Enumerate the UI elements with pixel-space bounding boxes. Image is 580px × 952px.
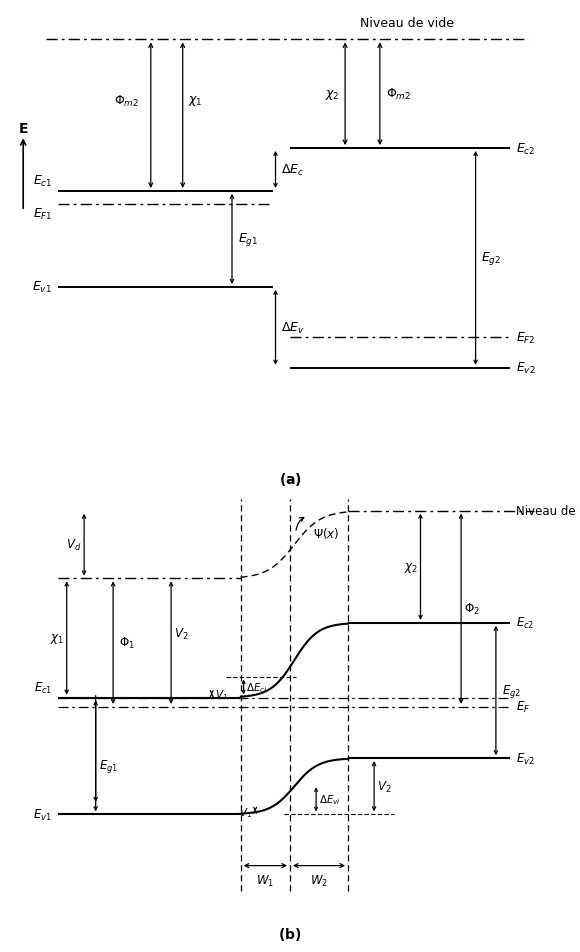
- Text: Niveau de vide: Niveau de vide: [360, 17, 454, 30]
- Text: $E_{v2}$: $E_{v2}$: [516, 361, 536, 376]
- Text: $\Delta E_v$: $\Delta E_v$: [281, 321, 305, 335]
- Text: $\bf{(b)}$: $\bf{(b)}$: [278, 924, 302, 942]
- Text: $\chi_1$: $\chi_1$: [188, 94, 203, 108]
- Text: $\chi_2$: $\chi_2$: [404, 560, 418, 574]
- Text: $E_{c2}$: $E_{c2}$: [516, 616, 535, 630]
- Text: $E_{g2}$: $E_{g2}$: [481, 250, 502, 268]
- Text: $E_{c1}$: $E_{c1}$: [32, 174, 52, 189]
- Text: $\Phi_1$: $\Phi_1$: [119, 635, 135, 650]
- Text: $\bf{(a)}$: $\bf{(a)}$: [278, 471, 302, 487]
- Text: $\chi_2$: $\chi_2$: [325, 88, 339, 102]
- Text: $E_{g1}$: $E_{g1}$: [99, 757, 118, 774]
- Text: $\Delta E_{vi}$: $\Delta E_{vi}$: [319, 793, 341, 806]
- Text: $\chi_1$: $\chi_1$: [50, 631, 64, 645]
- Text: $V_d$: $V_d$: [66, 538, 81, 552]
- Text: $\Phi_{m2}$: $\Phi_{m2}$: [386, 87, 411, 102]
- Text: $E_{F1}$: $E_{F1}$: [32, 207, 52, 222]
- Text: $E_{g1}$: $E_{g1}$: [238, 231, 258, 248]
- Text: $E_{F2}$: $E_{F2}$: [516, 330, 536, 346]
- Text: $W_1$: $W_1$: [256, 873, 274, 888]
- Text: $V_1$: $V_1$: [239, 805, 252, 819]
- Text: $V_1$: $V_1$: [215, 687, 228, 701]
- Text: $\Phi_2$: $\Phi_2$: [464, 602, 480, 617]
- Text: $E_{v1}$: $E_{v1}$: [34, 807, 52, 822]
- Text: $W_2$: $W_2$: [310, 873, 328, 888]
- Text: $E_{c1}$: $E_{c1}$: [34, 681, 52, 695]
- Text: $V_2$: $V_2$: [174, 626, 188, 641]
- Text: $\Phi_{m2}$: $\Phi_{m2}$: [114, 93, 139, 109]
- Text: $E_{v2}$: $E_{v2}$: [516, 751, 535, 766]
- Text: $\Delta E_{ci}$: $\Delta E_{ci}$: [246, 681, 268, 694]
- Text: $E_F$: $E_F$: [516, 700, 531, 715]
- Text: $E_{g2}$: $E_{g2}$: [502, 683, 521, 700]
- Text: $\mathbf{E}$: $\mathbf{E}$: [18, 122, 28, 136]
- Text: $\Psi(x)$: $\Psi(x)$: [313, 526, 340, 541]
- Text: $V_2$: $V_2$: [377, 779, 392, 794]
- Text: Niveau de vide: Niveau de vide: [516, 505, 580, 518]
- Text: $\Delta E_c$: $\Delta E_c$: [281, 163, 305, 178]
- Text: $E_{v1}$: $E_{v1}$: [32, 280, 52, 295]
- Text: $E_{c2}$: $E_{c2}$: [516, 141, 535, 156]
